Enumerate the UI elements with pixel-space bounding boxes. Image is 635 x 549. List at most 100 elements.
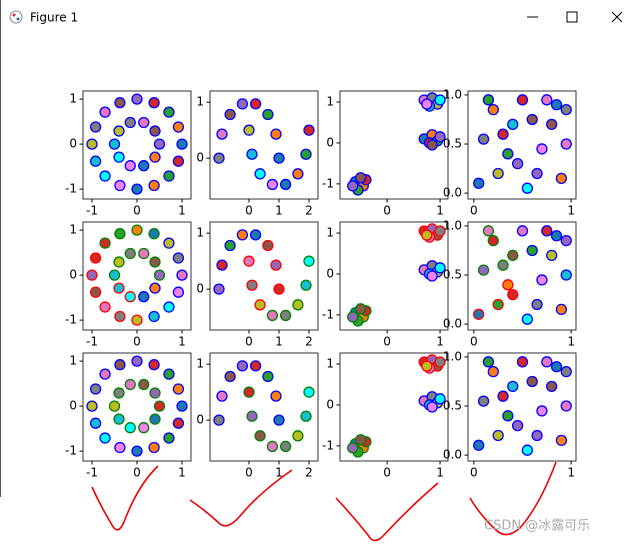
point (536, 405, 548, 417)
point (99, 368, 111, 380)
point (262, 108, 274, 121)
point (138, 378, 150, 391)
y-tick-label: 0.5 (443, 399, 462, 413)
point (354, 172, 367, 184)
point (131, 314, 143, 326)
point (426, 139, 438, 151)
point (279, 178, 292, 191)
point (497, 259, 509, 271)
checkmark (189, 469, 293, 527)
point (224, 239, 236, 252)
point (89, 286, 102, 298)
point (148, 310, 160, 323)
point (148, 97, 160, 109)
point (482, 225, 495, 237)
point (536, 274, 548, 286)
point (477, 133, 490, 145)
y-tick-label: 1 (69, 223, 77, 237)
point (487, 366, 499, 378)
point (149, 151, 161, 163)
axes-background (210, 353, 318, 461)
point (473, 177, 485, 189)
point (541, 225, 553, 237)
watermark: CSDN @冰露可乐 (484, 519, 590, 534)
x-tick-label: 0 (133, 466, 141, 480)
point (560, 366, 572, 378)
point (148, 441, 160, 454)
maximize-button[interactable] (566, 11, 578, 23)
x-tick-label: 1 (567, 335, 575, 349)
point (86, 138, 98, 150)
point (507, 289, 519, 301)
point (236, 360, 249, 372)
point (354, 434, 367, 446)
point (243, 255, 255, 267)
point (477, 264, 490, 276)
point (266, 178, 279, 191)
point (86, 400, 98, 412)
point (114, 97, 126, 109)
app-icon (9, 10, 23, 24)
point (497, 128, 509, 140)
y-tick-label: 0 (196, 282, 204, 296)
point (243, 124, 255, 136)
checkmark (335, 482, 439, 542)
x-tick-label: 1 (436, 204, 444, 218)
point (149, 413, 161, 425)
x-tick-label: 1 (436, 335, 444, 349)
point (300, 410, 312, 422)
y-tick-label: 0 (69, 268, 77, 282)
point (270, 390, 282, 402)
y-tick-label: 1.0 (443, 218, 462, 232)
point (99, 237, 111, 249)
point (213, 152, 225, 164)
point (172, 155, 185, 167)
y-tick-label: 0 (69, 137, 77, 151)
x-tick-label: -1 (86, 466, 98, 480)
x-tick-label: -1 (86, 204, 98, 218)
point (434, 94, 446, 106)
point (131, 183, 143, 195)
close-button[interactable] (611, 11, 623, 23)
point (354, 303, 367, 315)
axes-background (83, 353, 191, 461)
point (266, 440, 279, 453)
point (113, 151, 125, 163)
point (124, 160, 136, 172)
point (502, 148, 514, 160)
point (516, 356, 529, 368)
point (249, 229, 262, 241)
point (492, 429, 504, 442)
x-tick-label: 1 (275, 204, 283, 218)
point (149, 282, 161, 294)
point (347, 442, 359, 454)
point (99, 170, 111, 182)
x-tick-label: 1 (567, 204, 575, 218)
point (531, 298, 543, 311)
point (434, 262, 446, 274)
y-tick-label: -1 (322, 438, 334, 452)
point (163, 170, 175, 182)
point (149, 387, 161, 399)
y-tick-label: 0 (196, 413, 204, 427)
y-tick-label: 1.0 (443, 349, 462, 363)
point (273, 152, 285, 164)
point (507, 249, 519, 262)
point (262, 370, 274, 383)
axes-frame (339, 221, 449, 331)
x-tick-label: 1 (275, 335, 283, 349)
y-tick-label: 0 (326, 397, 334, 411)
point (555, 303, 568, 316)
point (114, 310, 126, 323)
axes-background (210, 91, 318, 199)
x-tick-label: 0 (383, 204, 391, 218)
point (266, 309, 279, 322)
point (426, 401, 438, 413)
x-tick-label: 2 (305, 204, 313, 218)
axes-frame (467, 352, 577, 462)
point (492, 298, 504, 311)
point (108, 400, 121, 412)
point (473, 308, 485, 320)
y-tick-label: -1 (322, 176, 334, 190)
point (113, 256, 125, 268)
